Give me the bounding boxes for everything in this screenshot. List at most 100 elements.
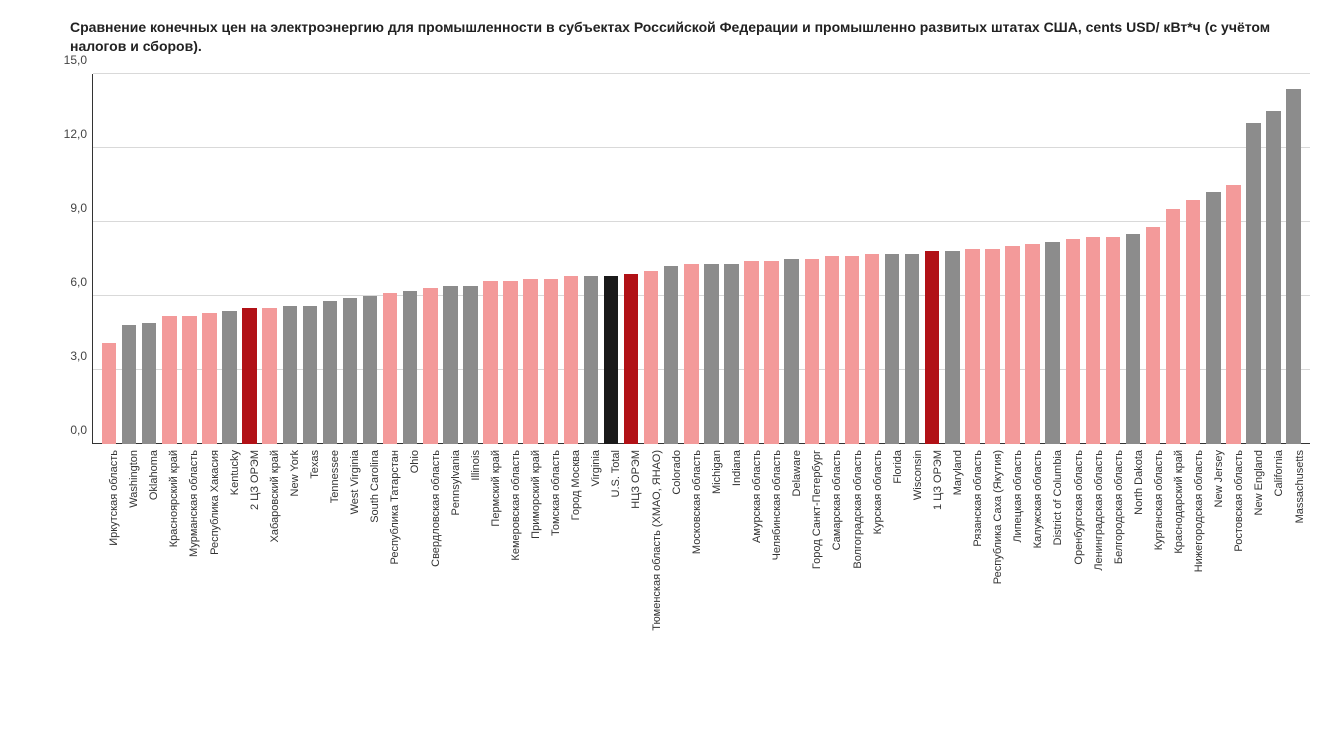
x-label-slot: Курганская область	[1143, 446, 1163, 706]
bar-slot	[681, 74, 701, 444]
x-label-slot: Калужская область	[1022, 446, 1042, 706]
bar	[1286, 89, 1300, 444]
bar	[122, 325, 136, 443]
x-label-slot: Oklahoma	[138, 446, 158, 706]
x-label-slot: U.S. Total	[600, 446, 620, 706]
bar-slot	[721, 74, 741, 444]
bar-slot	[460, 74, 480, 444]
x-label-slot: Kentucky	[219, 446, 239, 706]
bar-slot	[1043, 74, 1063, 444]
bar	[262, 308, 276, 444]
bar	[1226, 185, 1240, 444]
bar	[584, 276, 598, 444]
bar	[1126, 234, 1140, 444]
bar	[644, 271, 658, 444]
bar	[825, 256, 839, 443]
bar-slot	[380, 74, 400, 444]
bar-slot	[179, 74, 199, 444]
bar-slot	[360, 74, 380, 444]
x-label-slot: Massachusetts	[1284, 446, 1304, 706]
bar-slot	[762, 74, 782, 444]
bar-slot	[982, 74, 1002, 444]
x-label-slot: New Jersey	[1203, 446, 1223, 706]
x-label-slot: West Virginia	[339, 446, 359, 706]
bar-slot	[942, 74, 962, 444]
y-tick-label: 9,0	[70, 201, 87, 215]
x-label-slot: Красноярский край	[158, 446, 178, 706]
bar-slot	[521, 74, 541, 444]
x-label-slot: Рязанская область	[962, 446, 982, 706]
bar	[1166, 209, 1180, 443]
y-tick-label: 6,0	[70, 275, 87, 289]
x-label-slot: Virginia	[580, 446, 600, 706]
x-label-slot: Республика Хакасия	[198, 446, 218, 706]
x-label-slot: НЦЗ ОРЭМ	[620, 446, 640, 706]
bar-slot	[320, 74, 340, 444]
bar	[885, 254, 899, 444]
x-label-slot: Washington	[118, 446, 138, 706]
x-label-slot: Delaware	[781, 446, 801, 706]
x-label-slot: Illinois	[460, 446, 480, 706]
x-label-slot: Colorado	[661, 446, 681, 706]
bar-slot	[802, 74, 822, 444]
x-label-slot: Иркутская область	[98, 446, 118, 706]
x-label-slot: Ohio	[399, 446, 419, 706]
bar-slot	[139, 74, 159, 444]
bar	[1206, 192, 1220, 444]
bar-slot	[1023, 74, 1043, 444]
x-label-slot: Пермский край	[480, 446, 500, 706]
bar	[1025, 244, 1039, 444]
y-tick-label: 12,0	[64, 127, 87, 141]
x-label-slot: Florida	[882, 446, 902, 706]
x-label-slot: Хабаровский край	[259, 446, 279, 706]
x-label-slot: 2 ЦЗ ОРЭМ	[239, 446, 259, 706]
x-label-slot: Краснодарский край	[1163, 446, 1183, 706]
bar	[283, 306, 297, 444]
bar-slot	[842, 74, 862, 444]
bar-slot	[902, 74, 922, 444]
x-label-slot: Wisconsin	[902, 446, 922, 706]
bar-slot	[701, 74, 721, 444]
bar-slot	[661, 74, 681, 444]
x-label-slot: Волгоградская область	[841, 446, 861, 706]
bar	[202, 313, 216, 444]
x-label-slot: Свердловская область	[420, 446, 440, 706]
x-label-slot: Тюменская область (ХМАО, ЯНАО)	[641, 446, 661, 706]
bar	[1066, 239, 1080, 444]
bar	[965, 249, 979, 444]
x-label-slot: Indiana	[721, 446, 741, 706]
bar-slot	[862, 74, 882, 444]
bar	[784, 259, 798, 444]
x-axis-label: Massachusetts	[1294, 450, 1306, 523]
x-label-slot: Амурская область	[741, 446, 761, 706]
bar-slot	[621, 74, 641, 444]
bar	[564, 276, 578, 444]
bar-slot	[1264, 74, 1284, 444]
x-label-slot: Кемеровская область	[500, 446, 520, 706]
x-label-slot: Michigan	[701, 446, 721, 706]
bar-slot	[440, 74, 460, 444]
bar	[985, 249, 999, 444]
bar	[604, 276, 618, 444]
bar	[865, 254, 879, 444]
bar	[403, 291, 417, 444]
bar	[343, 298, 357, 444]
x-label-slot: Томская область	[540, 446, 560, 706]
bar-slot	[219, 74, 239, 444]
bar	[744, 261, 758, 444]
x-label-slot: Республика Татарстан	[379, 446, 399, 706]
bar	[383, 293, 397, 443]
bar	[323, 301, 337, 444]
bar-slot	[480, 74, 500, 444]
bar	[845, 256, 859, 443]
bar	[1246, 123, 1260, 444]
bar-slot	[601, 74, 621, 444]
bar	[1266, 111, 1280, 444]
bar-slot	[240, 74, 260, 444]
x-label-slot: Липецкая область	[1002, 446, 1022, 706]
bar	[363, 296, 377, 444]
x-label-slot: Московская область	[681, 446, 701, 706]
bar	[764, 261, 778, 444]
bar-slot	[1243, 74, 1263, 444]
bar	[503, 281, 517, 444]
